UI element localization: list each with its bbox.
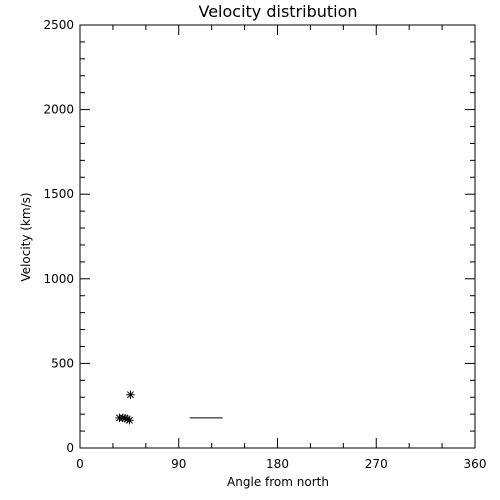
y-tick-label: 2000 xyxy=(43,103,74,117)
x-tick-label: 0 xyxy=(76,457,84,471)
x-axis-label: Angle from north xyxy=(227,475,329,489)
x-tick-label: 360 xyxy=(464,457,487,471)
y-tick-label: 0 xyxy=(66,441,74,455)
data-point xyxy=(125,416,134,425)
x-tick-label: 270 xyxy=(365,457,388,471)
y-axis-ticks xyxy=(80,24,475,449)
chart-title: Velocity distribution xyxy=(198,2,357,21)
y-tick-label: 1000 xyxy=(43,272,74,286)
x-axis-ticks xyxy=(79,25,476,448)
y-axis-tick-labels: 0 500 1000 1500 2000 2500 xyxy=(43,18,74,455)
data-point-stroke xyxy=(125,416,133,424)
y-axis-label: Velocity (km/s) xyxy=(19,192,33,281)
x-tick-label: 180 xyxy=(266,457,289,471)
x-axis-tick-labels: 0 90 180 270 360 xyxy=(76,457,486,471)
y-tick-label: 500 xyxy=(51,356,74,370)
x-tick-label: 90 xyxy=(171,457,186,471)
plot-frame xyxy=(79,24,476,449)
data-point xyxy=(126,390,135,399)
data-point-stroke xyxy=(126,391,134,399)
y-tick-label: 1500 xyxy=(43,187,74,201)
y-tick-label: 2500 xyxy=(43,18,74,32)
data-marks xyxy=(115,390,223,425)
